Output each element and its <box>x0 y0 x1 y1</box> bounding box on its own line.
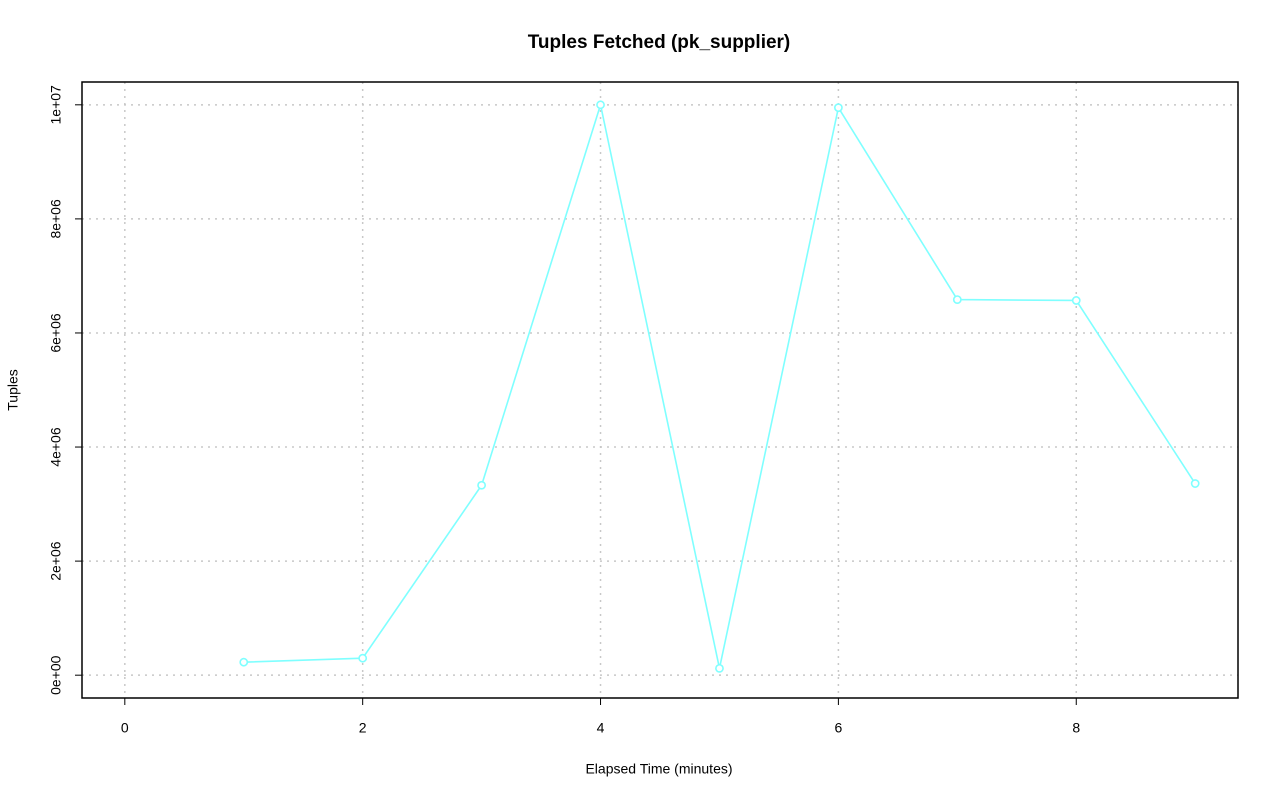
y-tick-label: 2e+06 <box>48 541 64 581</box>
data-point <box>358 653 368 663</box>
data-point <box>239 657 249 667</box>
data-point <box>596 100 605 110</box>
plot-frame <box>81 81 1239 699</box>
y-tick-label: 1e+07 <box>48 85 64 125</box>
plot-area <box>239 100 1200 673</box>
grid <box>82 82 1238 698</box>
data-point <box>952 295 962 304</box>
y-tick-label: 6e+06 <box>48 313 64 353</box>
y-tick-label: 4e+06 <box>48 427 64 467</box>
data-point <box>833 103 843 113</box>
data-point <box>715 663 724 673</box>
y-tick-label: 0e+00 <box>48 655 64 695</box>
data-point <box>1071 296 1081 305</box>
x-axis-title: Elapsed Time (minutes) <box>585 761 732 777</box>
y-tick-label: 8e+06 <box>48 199 64 239</box>
x-tick-label: 2 <box>359 720 367 736</box>
x-tick-label: 4 <box>597 720 605 736</box>
data-point <box>477 480 487 490</box>
data-point <box>1190 479 1200 488</box>
x-tick-label: 6 <box>834 720 842 736</box>
y-axis-title: Tuples <box>5 369 21 411</box>
chart-title: Tuples Fetched (pk_supplier) <box>528 32 791 53</box>
x-tick-label: 8 <box>1072 720 1080 736</box>
x-tick-label: 0 <box>121 720 129 736</box>
